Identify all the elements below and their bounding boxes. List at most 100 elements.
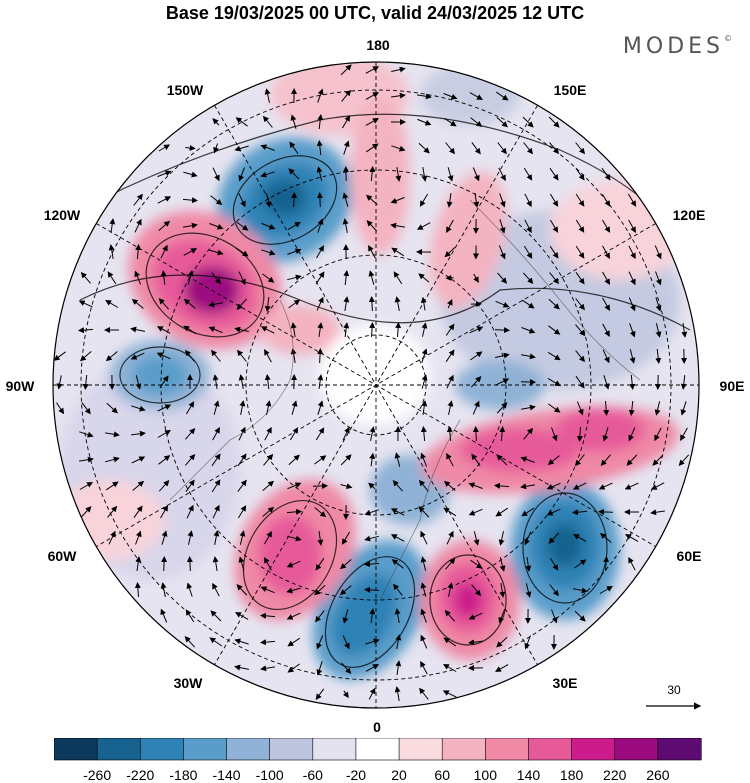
wind-vector	[291, 400, 298, 415]
wind-vector	[315, 688, 325, 701]
graticule	[53, 62, 699, 708]
wind-vector	[603, 375, 610, 390]
wind-vector	[158, 298, 169, 310]
wind-vector	[416, 222, 431, 230]
wind-vector	[368, 687, 376, 700]
wind-vector	[342, 635, 350, 650]
wind-vector	[262, 115, 273, 128]
wind-vector	[368, 482, 376, 490]
wind-vector	[341, 662, 352, 675]
wind-vector	[186, 504, 194, 519]
colorbar-swatch	[355, 738, 400, 761]
wind-vector	[395, 167, 402, 182]
wind-vector	[316, 166, 323, 181]
wind-vector	[365, 194, 378, 205]
wind-vector	[395, 660, 402, 675]
wind-vector	[420, 426, 427, 442]
wind-vector	[160, 505, 168, 519]
wind-vector	[393, 583, 403, 596]
colorbar-swatch	[614, 738, 659, 761]
wind-vector	[447, 400, 454, 415]
wind-vector	[158, 144, 171, 152]
wind-vector	[234, 326, 249, 333]
wind-vector	[261, 222, 276, 230]
wind-vector	[498, 167, 506, 182]
wind-vector	[157, 430, 171, 438]
wind-vector	[288, 299, 301, 309]
colorbar-tick-label: -60	[303, 767, 323, 782]
wind-vector	[548, 532, 560, 544]
wind-vector	[156, 326, 171, 334]
wind-vector	[368, 296, 375, 312]
wind-vector	[523, 245, 533, 259]
wind-vector	[157, 170, 172, 178]
colorbar-tick-label: 140	[517, 767, 541, 782]
wind-vector	[290, 322, 297, 337]
wind-vector	[342, 609, 349, 624]
wind-vector	[629, 349, 636, 364]
wind-vector	[421, 348, 428, 363]
lon-label-0: 0	[373, 719, 381, 735]
wind-vector	[524, 531, 532, 546]
wind-vector	[417, 93, 432, 100]
wind-vector	[495, 352, 510, 359]
wind-vector	[131, 430, 146, 437]
wind-vector	[106, 402, 118, 414]
wind-vector	[420, 608, 427, 623]
wind-vector	[499, 193, 506, 208]
colorbar-tick-label: 180	[560, 767, 584, 782]
wind-vector	[339, 585, 352, 596]
wind-vector	[494, 327, 510, 334]
wind-vector	[108, 530, 116, 545]
wind-vector	[419, 193, 429, 207]
wind-vector	[575, 142, 586, 155]
wind-vector	[105, 456, 120, 463]
wind-vector	[390, 197, 405, 204]
wind-vector	[680, 375, 687, 390]
wind-vector	[420, 530, 428, 545]
wind-vector	[236, 584, 248, 596]
wind-vector	[600, 454, 611, 467]
wind-vector	[547, 377, 561, 387]
wind-vector	[546, 508, 561, 516]
wind-vector	[575, 350, 586, 363]
lon-label-90e: 90E	[720, 378, 745, 394]
wind-vector	[445, 349, 455, 363]
wind-vector	[603, 400, 610, 416]
wind-vector	[134, 218, 142, 233]
wind-vector	[524, 635, 531, 650]
wind-vector	[499, 583, 506, 598]
wind-vector	[317, 114, 324, 130]
wind-vector	[470, 376, 482, 388]
wind-vector	[391, 66, 406, 73]
wind-vector	[157, 196, 172, 204]
wind-vector	[654, 427, 662, 442]
wind-vector	[391, 145, 406, 152]
wind-vector	[260, 144, 275, 151]
wind-vector	[574, 454, 585, 467]
wind-vector	[446, 426, 453, 442]
wind-vector	[443, 664, 457, 672]
wind-vector	[395, 322, 402, 338]
wind-vector	[131, 405, 146, 412]
wind-vector	[446, 193, 453, 208]
wind-vector	[238, 193, 246, 208]
wind-vector	[549, 219, 559, 233]
colorbar-swatch	[54, 738, 98, 761]
wind-vector	[496, 636, 508, 648]
wind-vector	[289, 141, 299, 154]
wind-vector	[317, 322, 324, 337]
wind-vector	[317, 88, 324, 103]
wind-vector	[238, 167, 245, 182]
wind-vector	[185, 427, 196, 440]
wind-vector	[212, 504, 220, 519]
wind-vector	[390, 222, 405, 229]
wind-vector	[549, 245, 559, 259]
wind-vector	[421, 374, 428, 389]
wind-vector	[471, 453, 481, 466]
colorbar-tick-label: -140	[213, 767, 241, 782]
wind-vector	[548, 403, 561, 413]
lon-label-120w: 120W	[44, 207, 81, 223]
wind-vector	[575, 272, 585, 285]
wind-vector	[286, 508, 302, 515]
